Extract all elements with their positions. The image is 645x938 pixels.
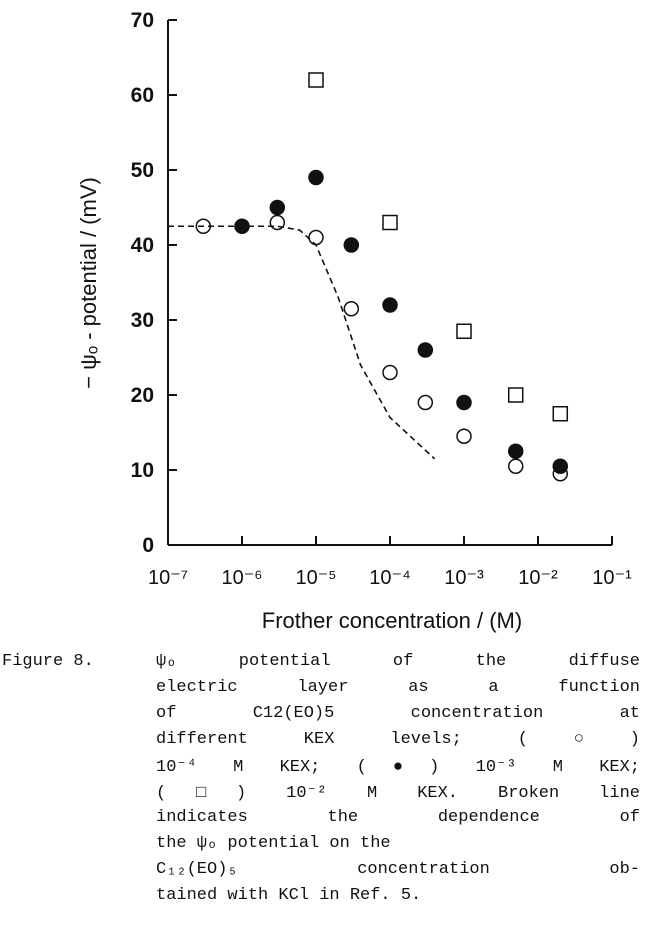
- y-axis-label: − ψₒ - potential / (mV): [76, 177, 101, 389]
- x-tick-label: 10⁻⁵: [295, 567, 336, 589]
- caption-line: different KEX levels; (○): [156, 730, 640, 749]
- x-axis-label: Frother concentration / (M): [262, 608, 522, 633]
- point: [456, 323, 472, 339]
- caption-line: (□) 10⁻² M KEX. Broken line: [156, 784, 640, 803]
- point: [552, 458, 569, 474]
- y-tick-label: 50: [131, 159, 154, 182]
- x-tick-label: 10⁻¹: [592, 567, 632, 589]
- point: [269, 199, 286, 216]
- caption-line: 10⁻⁴ M KEX; (●) 10⁻³ M KEX;: [156, 758, 640, 777]
- y-tick-label: 20: [131, 384, 154, 407]
- caption-line: of C12(EO)5 concentration at: [156, 704, 640, 723]
- y-tick-label: 10: [131, 459, 154, 482]
- caption-label: Figure 8.: [2, 652, 94, 671]
- x-tick-label: 10⁻⁴: [369, 567, 410, 589]
- y-tick-label: 30: [131, 309, 154, 332]
- caption-line: indicates the dependence of: [156, 808, 640, 827]
- dashed-line: [168, 225, 436, 460]
- chart: Frother concentration / (M) − ψₒ - poten…: [76, 9, 632, 633]
- y-tick-label: 40: [131, 234, 154, 257]
- point: [343, 237, 360, 253]
- x-tick-label: 10⁻⁶: [221, 567, 262, 589]
- y-tick-label: 70: [131, 9, 154, 32]
- caption-line: C₁₂(EO)₅ concentration ob-: [156, 860, 640, 879]
- point: [417, 394, 434, 411]
- point: [343, 301, 360, 317]
- point: [456, 428, 472, 444]
- y-tick-label: 0: [142, 534, 154, 557]
- caption-line: tained with KCl in Ref. 5.: [156, 886, 422, 905]
- point: [382, 297, 398, 313]
- point: [507, 387, 524, 403]
- caption-line: the ψₒ potential on the: [156, 834, 391, 853]
- point: [456, 394, 472, 411]
- point: [507, 458, 524, 474]
- x-tick-label: 10⁻⁷: [148, 567, 188, 589]
- point: [308, 169, 324, 186]
- caption-line: electric layer as a function: [156, 678, 640, 697]
- y-tick-label: 60: [131, 84, 154, 107]
- point: [417, 342, 434, 358]
- point: [308, 72, 324, 88]
- x-tick-label: 10⁻²: [518, 567, 558, 589]
- point: [507, 443, 524, 459]
- point: [552, 406, 569, 422]
- x-tick-label: 10⁻³: [444, 567, 484, 589]
- point: [382, 364, 398, 381]
- caption-line: ψₒ potential of the diffuse: [156, 652, 640, 671]
- point: [382, 214, 398, 231]
